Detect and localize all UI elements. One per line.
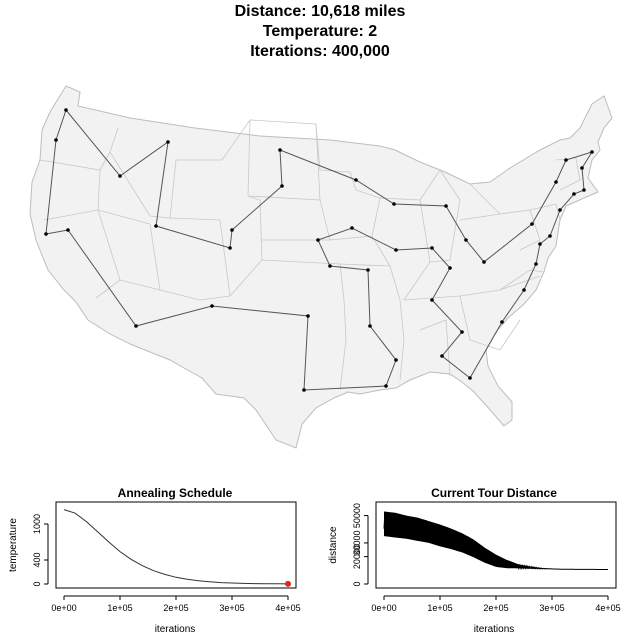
- distance-ylabel: distance: [328, 526, 339, 564]
- distance-plot-frame: [375, 501, 617, 589]
- city-point: [522, 288, 526, 292]
- city-point: [530, 222, 534, 226]
- schedule-x-tick-label: 0e+00: [51, 603, 76, 613]
- city-point: [354, 178, 358, 182]
- city-point: [54, 138, 58, 142]
- city-point: [590, 150, 594, 154]
- city-point: [482, 260, 486, 264]
- city-point: [278, 148, 282, 152]
- distance-x-tick-label: 2e+05: [483, 603, 508, 613]
- city-point: [368, 324, 372, 328]
- distance-x-tick-label: 3e+05: [539, 603, 564, 613]
- schedule-y-tick-label: 400: [32, 552, 42, 567]
- city-point: [440, 354, 444, 358]
- distance-title: Distance: 10,618 miles: [234, 3, 406, 20]
- city-point: [430, 298, 434, 302]
- city-point: [118, 174, 122, 178]
- tour-route: [44, 108, 594, 392]
- city-point: [210, 304, 214, 308]
- schedule-plot-frame: [55, 501, 297, 589]
- distance-curve: [383, 511, 608, 571]
- schedule-y-tick-label: 1000: [32, 514, 42, 534]
- city-point: [154, 224, 158, 228]
- city-point: [572, 192, 576, 196]
- city-point: [558, 208, 562, 212]
- city-point: [554, 180, 558, 184]
- city-point: [64, 108, 68, 112]
- schedule-axes: 0e+00 1e+05 2e+05 3e+05 4e+05 0 400 1000: [32, 514, 301, 613]
- title-block: Distance: 10,618 miles Temperature: 2 It…: [0, 2, 640, 62]
- schedule-y-tick-label: 0: [32, 581, 42, 586]
- city-point: [464, 238, 468, 242]
- city-point: [384, 384, 388, 388]
- city-point: [302, 388, 306, 392]
- city-point: [394, 248, 398, 252]
- distance-y-tick-label: 30000: [352, 530, 362, 555]
- distance-chart-title: Current Tour Distance: [431, 486, 557, 500]
- state-borders: [39, 118, 581, 391]
- city-point: [548, 234, 552, 238]
- city-point: [316, 238, 320, 242]
- iterations-title: Iterations: 400,000: [250, 43, 390, 60]
- current-temperature-marker: [285, 580, 291, 587]
- city-point: [392, 202, 396, 206]
- city-point: [538, 242, 542, 246]
- city-point: [228, 246, 232, 250]
- tour-path: [45, 109, 594, 391]
- city-point: [280, 184, 284, 188]
- city-point: [500, 320, 504, 324]
- schedule-x-tick-label: 2e+05: [163, 603, 188, 613]
- tour-distance-chart: Current Tour Distance 0e+00 1e+05 2e+05 3e+…: [328, 486, 621, 635]
- city-point: [166, 140, 170, 144]
- city-point: [460, 330, 464, 334]
- distance-x-tick-label: 1e+05: [427, 603, 452, 613]
- city-point: [44, 232, 48, 236]
- schedule-title: Annealing Schedule: [118, 486, 233, 500]
- city-point: [230, 228, 234, 232]
- schedule-curve: [63, 509, 289, 585]
- distance-xlabel: iterations: [474, 624, 515, 635]
- city-point: [448, 266, 452, 270]
- city-point: [350, 226, 354, 230]
- city-point: [582, 188, 586, 192]
- temperature-title: Temperature: 2: [262, 23, 378, 40]
- annealing-schedule-chart: Annealing Schedule 0e+00 1e+05 2e+05 3e+05 4…: [8, 486, 301, 635]
- us-outline: [29, 85, 613, 449]
- city-point: [580, 166, 584, 170]
- schedule-xlabel: iterations: [155, 624, 196, 635]
- schedule-x-tick-label: 3e+05: [219, 603, 244, 613]
- schedule-ylabel: temperature: [8, 518, 19, 572]
- distance-x-tick-label: 4e+05: [595, 603, 620, 613]
- schedule-x-tick-label: 4e+05: [275, 603, 300, 613]
- city-point: [534, 262, 538, 266]
- city-point: [444, 204, 448, 208]
- city-point: [430, 246, 434, 250]
- city-point: [66, 228, 70, 232]
- distance-y-tick-label: 20000: [352, 544, 362, 569]
- city-point: [468, 376, 472, 380]
- distance-y-tick-label: 0: [352, 581, 362, 586]
- city-point: [564, 158, 568, 162]
- distance-y-tick-label: 50000: [352, 503, 362, 528]
- schedule-x-tick-label: 1e+05: [107, 603, 132, 613]
- city-point: [134, 324, 138, 328]
- city-point: [366, 268, 370, 272]
- distance-x-tick-label: 0e+00: [371, 603, 396, 613]
- distance-noise-band: [384, 511, 608, 570]
- us-map: [29, 85, 613, 449]
- city-point: [328, 264, 332, 268]
- city-point: [306, 314, 310, 318]
- city-point: [394, 358, 398, 362]
